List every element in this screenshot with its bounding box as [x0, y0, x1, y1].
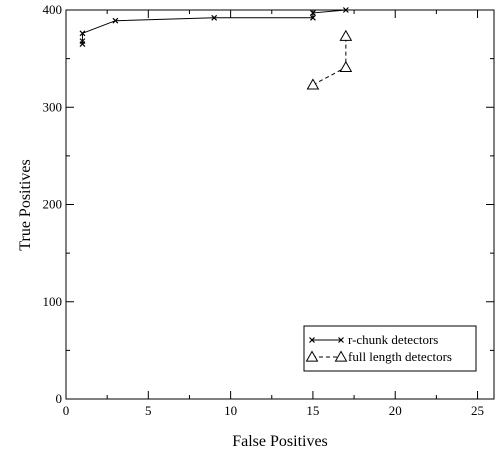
legend-label-1: full length detectors	[348, 349, 452, 364]
legend-marker	[338, 337, 344, 343]
x-marker-stroke	[211, 14, 218, 21]
x-marker-stroke	[309, 9, 316, 16]
data-point-1	[339, 29, 353, 41]
legend-box	[303, 325, 477, 372]
data-point-0	[342, 7, 349, 13]
legend-marker	[305, 350, 319, 362]
data-point-1	[306, 78, 320, 90]
x-tick-label: 5	[145, 403, 152, 418]
x-axis-title: False Positives	[232, 433, 328, 450]
data-point-0	[112, 17, 119, 24]
y-tick-label: 400	[43, 2, 63, 17]
data-point-0	[211, 14, 218, 21]
y-tick-label: 300	[43, 99, 63, 114]
x-marker-stroke	[309, 337, 315, 343]
x-tick-label: 10	[224, 403, 237, 418]
legend-marker	[334, 350, 348, 362]
y-axis-title: True Positives	[17, 159, 34, 250]
series-line-1	[312, 36, 347, 86]
x-marker-stroke	[79, 30, 86, 37]
y-tick-label: 200	[43, 197, 63, 212]
y-tick-label: 0	[56, 391, 63, 406]
series-layer	[79, 7, 353, 90]
legend-items: r-chunk detectors full length detectors	[305, 332, 452, 364]
data-point-1	[339, 60, 353, 73]
y-axis-ticks: 0 100 200 300 400	[43, 2, 494, 406]
y-tick-label: 100	[43, 294, 63, 309]
series-line-0	[81, 9, 346, 45]
x-tick-label: 25	[471, 403, 484, 418]
legend-label-0: r-chunk detectors	[348, 332, 438, 347]
legend-marker	[309, 337, 315, 343]
data-point-0	[309, 9, 316, 16]
x-tick-label: 20	[389, 403, 402, 418]
data-point-0	[79, 30, 86, 37]
data-point-0	[79, 38, 86, 45]
legend: r-chunk detectors full length detectors	[303, 325, 477, 372]
x-marker-stroke	[309, 14, 316, 21]
x-tick-label: 0	[63, 403, 70, 418]
x-marker-stroke	[338, 337, 344, 343]
x-marker-stroke	[112, 17, 119, 24]
x-marker-stroke	[342, 7, 349, 13]
x-marker-stroke	[79, 38, 86, 45]
data-point-0	[309, 14, 316, 21]
x-tick-label: 15	[306, 403, 319, 418]
